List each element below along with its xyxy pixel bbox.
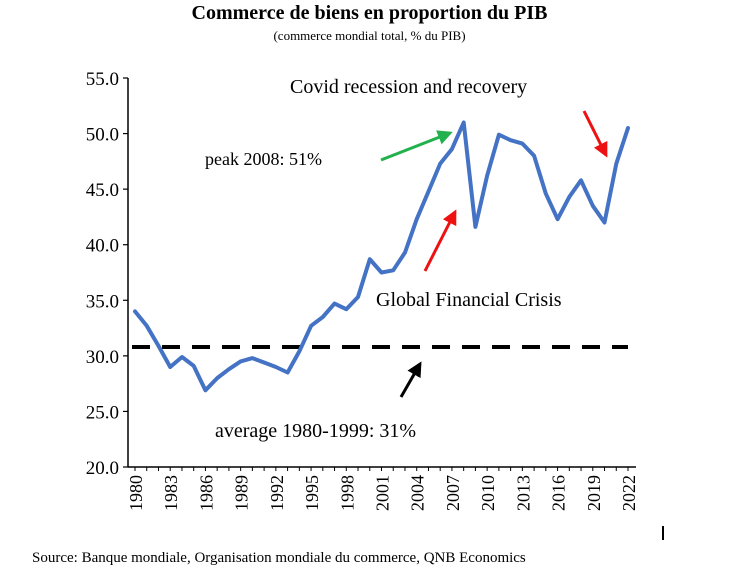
y-tick-label: 45.0 [86,180,119,201]
data-point [215,376,219,380]
data-point [602,220,607,225]
x-tick-label: 1983 [161,475,181,511]
data-point [403,250,407,255]
data-point [192,364,196,368]
annotation-gfc-arrow [423,209,457,272]
x-tick-label: 2013 [513,475,533,511]
x-tick-label: 1992 [267,475,287,511]
data-point [274,365,278,369]
data-point [462,120,466,125]
data-point [509,138,513,142]
data-point [133,309,137,313]
data-point [203,388,207,392]
x-tick-label: 2016 [549,475,569,511]
data-point [286,370,290,375]
chart-subtitle: (commerce mondial total, % du PIB) [273,28,466,43]
data-point [145,324,149,328]
x-tick-label: 2022 [619,475,639,511]
annotation-average-arrow [399,361,422,398]
data-point [591,204,595,208]
y-tick-label: 25.0 [86,402,119,423]
data-point [344,307,348,311]
data-point [626,126,630,130]
data-point [438,162,442,166]
y-tick-label: 55.0 [86,69,119,90]
data-point [415,217,419,221]
annotation-peak: peak 2008: 51% [205,149,322,169]
y-tick-label: 30.0 [86,347,119,368]
data-point [497,133,501,137]
x-tick-label: 1980 [126,475,146,511]
chart-source: Source: Banque mondiale, Organisation mo… [32,550,526,566]
annotation-covid: Covid recession and recovery [290,76,527,98]
data-point [297,349,301,353]
data-point [567,195,571,199]
annotation-peak-arrow [380,130,453,162]
annotation-average: average 1980-1999: 31% [215,420,416,442]
data-point [520,142,525,146]
data-point [368,257,372,261]
y-tick-label: 40.0 [86,236,119,257]
data-point [556,217,560,221]
data-point [262,360,266,365]
annotation-covid-arrow [582,110,608,158]
x-tick-label: 1998 [337,475,357,511]
x-tick-label: 1995 [302,475,322,511]
data-point [332,302,337,306]
data-point [180,355,184,359]
data-point [473,225,477,229]
data-point [426,189,431,193]
chart-title: Commerce de biens en proportion du PIB [191,2,548,24]
x-tick-label: 2004 [408,475,428,511]
x-tick-label: 1986 [196,475,216,511]
y-tick-label: 50.0 [86,125,119,146]
x-tick-label: 2007 [443,475,463,511]
data-point [579,178,583,182]
data-point [485,174,489,178]
data-point [156,344,161,348]
y-tick-label: 35.0 [86,291,119,312]
data-point [544,192,548,196]
x-tick-label: 1989 [232,475,252,511]
data-point [532,154,536,158]
x-tick-label: 2010 [478,475,498,511]
annotation-gfc: Global Financial Crisis [376,289,562,311]
data-point [614,162,618,166]
data-point [239,359,243,363]
data-point [250,356,254,360]
data-point [309,324,313,328]
data-point [227,367,231,371]
data-point [321,315,325,319]
y-tick-label: 20.0 [86,458,119,479]
data-point [391,268,395,272]
x-tick-label: 2019 [584,475,604,511]
data-point [379,270,384,275]
data-point [450,147,454,151]
data-point [168,365,172,369]
data-point [356,295,360,299]
x-tick-label: 2001 [373,475,393,511]
